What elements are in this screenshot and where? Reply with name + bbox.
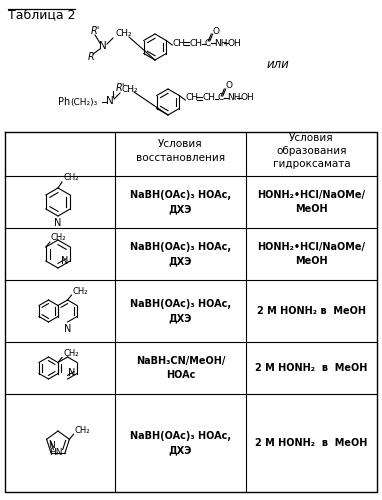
- Text: Условия
восстановления: Условия восстановления: [136, 140, 225, 162]
- Text: CH₂: CH₂: [51, 234, 66, 242]
- Text: CH: CH: [189, 38, 202, 48]
- Text: NaBH₃CN/MeOH/
HOAc: NaBH₃CN/MeOH/ HOAc: [136, 356, 225, 380]
- Text: NaBH(OAc)₃ HOAc,
ДХЭ: NaBH(OAc)₃ HOAc, ДХЭ: [130, 299, 231, 323]
- Text: OH: OH: [240, 94, 254, 102]
- Text: CH: CH: [202, 94, 215, 102]
- Text: O: O: [212, 26, 219, 36]
- Text: N: N: [106, 96, 114, 106]
- Text: NH: NH: [214, 38, 228, 48]
- Text: NaBH(OAc)₃ HOAc,
ДХЭ: NaBH(OAc)₃ HOAc, ДХЭ: [130, 431, 231, 455]
- Text: NaBH(OAc)₃ HOAc,
ДХЭ: NaBH(OAc)₃ HOAc, ДХЭ: [130, 190, 231, 214]
- Text: HN: HN: [50, 448, 63, 457]
- Text: R: R: [87, 52, 94, 62]
- Text: N: N: [99, 41, 107, 51]
- Text: N: N: [61, 256, 68, 266]
- Text: 2 M HONH₂ в  MeOH: 2 M HONH₂ в MeOH: [257, 306, 366, 316]
- Text: OH: OH: [227, 38, 241, 48]
- Text: HONH₂•HCl/NaOMe/
MeOH: HONH₂•HCl/NaOMe/ MeOH: [257, 242, 366, 266]
- Text: C: C: [217, 94, 223, 102]
- Text: Условия
образования
гидроксамата: Условия образования гидроксамата: [273, 133, 350, 169]
- Text: N: N: [54, 218, 62, 228]
- Text: CH₂: CH₂: [116, 30, 133, 38]
- Text: N: N: [49, 442, 55, 450]
- Text: CH₂: CH₂: [122, 84, 139, 94]
- Text: Таблица 2: Таблица 2: [8, 8, 76, 21]
- Text: CH₂: CH₂: [63, 349, 78, 358]
- Text: HONH₂•HCl/NaOMe/
MeOH: HONH₂•HCl/NaOMe/ MeOH: [257, 190, 366, 214]
- Text: NH: NH: [227, 94, 241, 102]
- Text: или: или: [267, 58, 290, 70]
- Text: R': R': [116, 83, 125, 93]
- Text: CH: CH: [172, 38, 185, 48]
- Text: NaBH(OAc)₃ HOAc,
ДХЭ: NaBH(OAc)₃ HOAc, ДХЭ: [130, 242, 231, 266]
- Text: Ph: Ph: [58, 97, 70, 107]
- Text: C: C: [204, 38, 210, 48]
- Text: CH: CH: [185, 94, 198, 102]
- Text: O: O: [225, 82, 232, 90]
- Text: R': R': [90, 26, 100, 36]
- Text: CH₂: CH₂: [63, 174, 78, 182]
- Text: CH₂: CH₂: [73, 286, 88, 296]
- Text: (CH₂)₃: (CH₂)₃: [70, 98, 97, 106]
- Text: 2 M HONH₂  в  MeOH: 2 M HONH₂ в MeOH: [255, 438, 368, 448]
- Text: N: N: [68, 368, 75, 378]
- Text: 2 M HONH₂  в  MeOH: 2 M HONH₂ в MeOH: [255, 363, 368, 373]
- Text: N: N: [64, 324, 71, 334]
- Text: CH₂: CH₂: [74, 426, 90, 435]
